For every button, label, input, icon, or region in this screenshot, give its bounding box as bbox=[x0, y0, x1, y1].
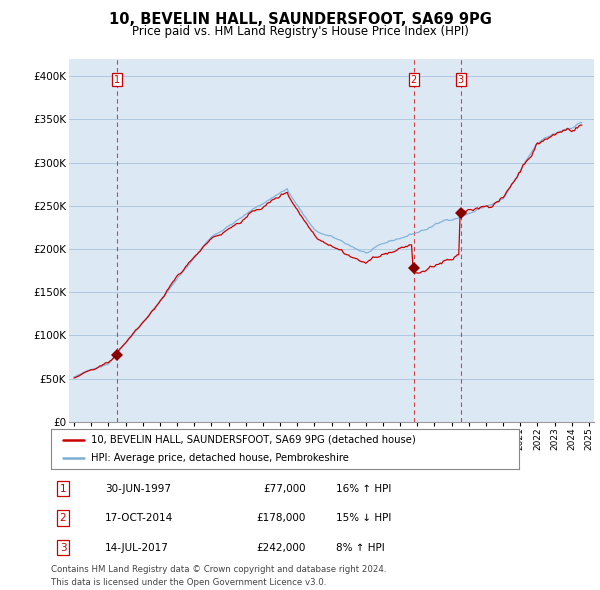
Text: £77,000: £77,000 bbox=[263, 484, 306, 493]
Text: 14-JUL-2017: 14-JUL-2017 bbox=[105, 543, 169, 552]
Text: Contains HM Land Registry data © Crown copyright and database right 2024.: Contains HM Land Registry data © Crown c… bbox=[51, 565, 386, 574]
Text: 15% ↓ HPI: 15% ↓ HPI bbox=[336, 513, 391, 523]
Text: 10, BEVELIN HALL, SAUNDERSFOOT, SA69 9PG: 10, BEVELIN HALL, SAUNDERSFOOT, SA69 9PG bbox=[109, 12, 491, 27]
Text: 3: 3 bbox=[458, 74, 464, 84]
Text: £178,000: £178,000 bbox=[257, 513, 306, 523]
Text: 8% ↑ HPI: 8% ↑ HPI bbox=[336, 543, 385, 552]
Text: 16% ↑ HPI: 16% ↑ HPI bbox=[336, 484, 391, 493]
Text: 17-OCT-2014: 17-OCT-2014 bbox=[105, 513, 173, 523]
Text: £242,000: £242,000 bbox=[257, 543, 306, 552]
Text: 10, BEVELIN HALL, SAUNDERSFOOT, SA69 9PG (detached house): 10, BEVELIN HALL, SAUNDERSFOOT, SA69 9PG… bbox=[91, 435, 416, 445]
Text: 3: 3 bbox=[59, 543, 67, 552]
Text: This data is licensed under the Open Government Licence v3.0.: This data is licensed under the Open Gov… bbox=[51, 578, 326, 587]
Text: 1: 1 bbox=[59, 484, 67, 493]
Text: 1: 1 bbox=[114, 74, 120, 84]
Text: HPI: Average price, detached house, Pembrokeshire: HPI: Average price, detached house, Pemb… bbox=[91, 453, 349, 463]
Text: 2: 2 bbox=[59, 513, 67, 523]
Text: 30-JUN-1997: 30-JUN-1997 bbox=[105, 484, 171, 493]
Text: Price paid vs. HM Land Registry's House Price Index (HPI): Price paid vs. HM Land Registry's House … bbox=[131, 25, 469, 38]
Text: 2: 2 bbox=[410, 74, 417, 84]
